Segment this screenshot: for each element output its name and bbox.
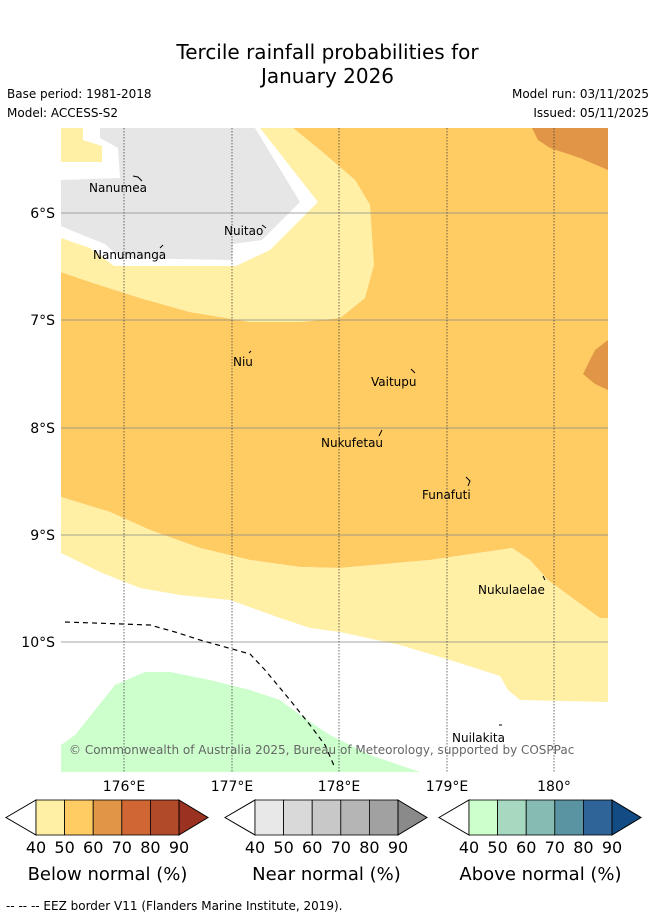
colorbar-tick-label: 90 (169, 838, 189, 857)
colorbar-tick-label: 50 (487, 838, 507, 857)
colorbar-high-arrow (397, 799, 428, 836)
longitude-grid (123, 128, 555, 772)
eez-border (64, 621, 336, 769)
latitude-labels: 6°S 7°S 8°S 9°S 10°S (21, 206, 55, 651)
issued-label: Issued: 05/11/2025 (533, 106, 649, 120)
eez-footnote: -- -- -- EEZ border V11 (Flanders Marine… (6, 899, 343, 913)
colorbar-2: 40 50 60 70 80 90 Near normal (%) (224, 799, 428, 885)
chart-title: Tercile rainfall probabilities for Janua… (0, 40, 655, 88)
colorbar-high-arrow (178, 799, 209, 836)
colorbar-segment (368, 799, 399, 836)
colorbar-tick-label: 70 (112, 838, 132, 857)
colorbar-title: Below normal (%) (28, 864, 188, 885)
colorbar-segment (583, 799, 613, 836)
colorbar-title: Above normal (%) (459, 864, 621, 885)
nukufetau-island (378, 429, 383, 437)
below-normal-60-70-e (583, 340, 608, 390)
colorbar-tick-label: 60 (516, 838, 536, 857)
colorbar-segment (92, 799, 123, 836)
model-run-label: Model run: 03/11/2025 (511, 87, 649, 101)
lat-label: 10°S (21, 635, 55, 651)
place-labels: Nanumea Nuitao Nanumanga Niu Vaitupu Nuk… (89, 181, 545, 745)
colorbar-tick-label: 90 (602, 838, 622, 857)
place-label: Vaitupu (371, 375, 417, 389)
nanumanga-island (159, 244, 164, 249)
place-label: Nanumea (89, 181, 147, 195)
colorbar-segment (554, 799, 584, 836)
colorbar-segment (525, 799, 556, 836)
lat-label: 8°S (30, 421, 55, 437)
nanumea-island (132, 175, 143, 182)
funafuti-island (465, 476, 471, 487)
colorbar-tick-label: 60 (302, 838, 322, 857)
title-line-1: Tercile rainfall probabilities for (176, 40, 479, 64)
title-line-2: January 2026 (260, 64, 395, 88)
colorbar-3: 40 50 60 70 80 90 Above normal (%) (438, 799, 642, 885)
vaitupu-island (410, 368, 416, 374)
below-normal-60-70-ne (532, 128, 608, 170)
place-label: Niu (233, 355, 253, 369)
colorbar-segment (340, 799, 370, 836)
colorbar-tick-label: 70 (331, 838, 351, 857)
nuitao-island (261, 224, 267, 229)
colorbar-title: Near normal (%) (252, 864, 401, 885)
colorbar-1: 40 50 60 70 80 90 Below normal (%) (5, 799, 209, 885)
colorbar-segment (497, 799, 527, 836)
colorbar-low-arrow (5, 799, 37, 836)
colorbar-low-arrow (438, 799, 470, 836)
lat-label: 9°S (30, 528, 55, 544)
colorbar-segment (311, 799, 342, 836)
place-label: Nukufetau (321, 436, 383, 450)
colorbar-tick-label: 50 (273, 838, 293, 857)
lat-label: 6°S (30, 206, 55, 222)
colorbar-tick-label: 60 (83, 838, 103, 857)
island-marks (132, 175, 546, 726)
lon-label: 179°E (426, 779, 469, 795)
place-label: Nuitao (224, 224, 263, 238)
colorbar-tick-label: 40 (459, 838, 479, 857)
colorbar-segment (149, 799, 180, 836)
colorbar-segment (468, 799, 499, 836)
lat-label: 7°S (30, 313, 55, 329)
copyright-text: © Commonwealth of Australia 2025, Bureau… (69, 743, 574, 757)
colorbar-segment (35, 799, 66, 836)
near-normal-40-50-region (61, 128, 300, 260)
below-normal-50-60-region (61, 128, 608, 618)
colorbar-segment (121, 799, 151, 836)
model-label: Model: ACCESS-S2 (7, 106, 119, 120)
colorbar-tick-label: 80 (140, 838, 160, 857)
colorbar-tick-label: 40 (26, 838, 46, 857)
base-period-label: Base period: 1981-2018 (7, 87, 152, 101)
colorbar-low-arrow (224, 799, 256, 836)
colorbar-tick-label: 90 (388, 838, 408, 857)
nukulaelae-island (542, 575, 546, 581)
niu-island (248, 350, 252, 354)
latitude-grid (61, 212, 608, 643)
place-label: Nanumanga (93, 248, 166, 262)
longitude-labels: 176°E 177°E 178°E 179°E 180° (103, 779, 571, 795)
lon-label: 178°E (318, 779, 361, 795)
above-normal-40-50-region (61, 672, 420, 772)
colorbar-tick-label: 50 (54, 838, 74, 857)
place-label: Nuilakita (452, 731, 505, 745)
lon-label: 180° (537, 779, 571, 795)
lon-label: 176°E (103, 779, 146, 795)
lon-label: 177°E (211, 779, 254, 795)
colorbar-tick-label: 80 (359, 838, 379, 857)
colorbar-tick-label: 70 (545, 838, 565, 857)
colorbar-high-arrow (611, 799, 642, 836)
place-label: Funafuti (422, 488, 471, 502)
below-normal-40-50-south (61, 497, 608, 702)
colorbar-segment (64, 799, 94, 836)
below-normal-40-50-corner (61, 138, 83, 160)
colorbars: 40 50 60 70 80 90 Below normal (%) 40 50 60 70 80 90… (5, 799, 642, 885)
colorbar-tick-label: 80 (573, 838, 593, 857)
colorbar-segment (283, 799, 313, 836)
place-label: Nukulaelae (478, 583, 545, 597)
colorbar-tick-label: 40 (245, 838, 265, 857)
colorbar-segment (254, 799, 285, 836)
